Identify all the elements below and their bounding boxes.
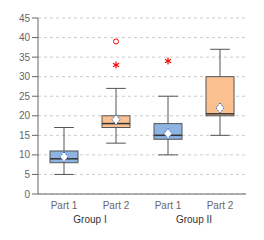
svg-text:Part 1: Part 1 (51, 200, 78, 211)
svg-text:15: 15 (19, 130, 31, 141)
svg-text:Part 1: Part 1 (155, 200, 182, 211)
svg-text:20: 20 (19, 110, 31, 121)
svg-text:Part 2: Part 2 (103, 200, 130, 211)
svg-text:Group II: Group II (176, 214, 212, 225)
svg-text:10: 10 (19, 149, 31, 160)
svg-text:5: 5 (24, 169, 30, 180)
svg-text:25: 25 (19, 91, 31, 102)
svg-text:Part 2: Part 2 (207, 200, 234, 211)
svg-text:45: 45 (19, 13, 31, 24)
svg-text:0: 0 (24, 189, 30, 200)
svg-text:35: 35 (19, 52, 31, 63)
svg-text:Group I: Group I (73, 214, 106, 225)
svg-text:30: 30 (19, 71, 31, 82)
svg-text:40: 40 (19, 32, 31, 43)
